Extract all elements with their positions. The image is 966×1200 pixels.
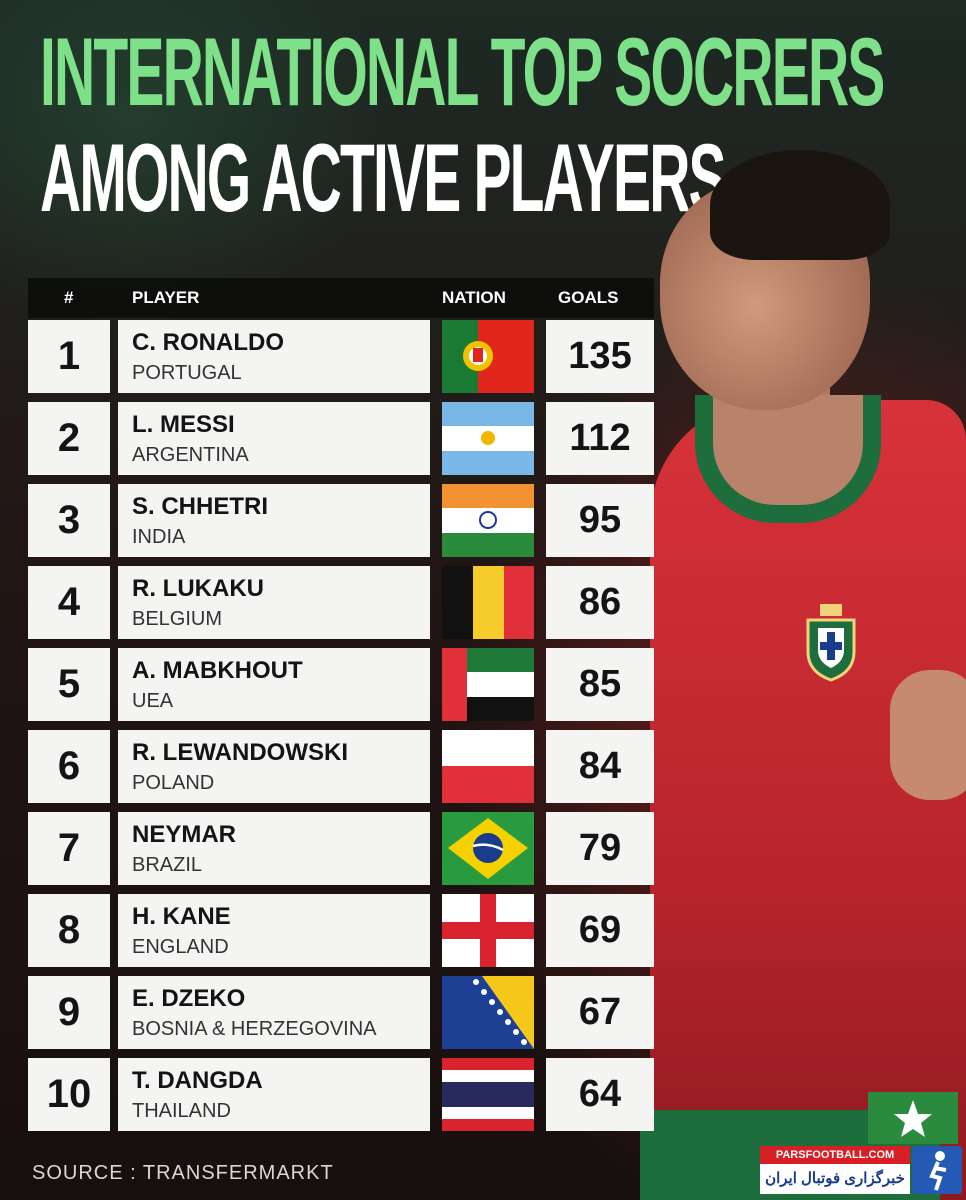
- flag-brazil-icon: [442, 812, 534, 885]
- rank-cell: 4: [28, 566, 110, 639]
- goals-cell: 79: [546, 812, 654, 885]
- table-row: 8 H. KANE ENGLAND 69: [28, 894, 654, 967]
- table-row: 10 T. DANGDA THAILAND 64: [28, 1058, 654, 1131]
- player-nation: BOSNIA & HERZEGOVINA: [132, 1018, 377, 1040]
- player-name: S. CHHETRI: [132, 493, 269, 520]
- title-line-2: AMONG ACTIVE PLAYERS: [40, 125, 727, 233]
- header-nation: NATION: [442, 288, 506, 307]
- goals-cell: 135: [546, 320, 654, 393]
- rank-cell: 6: [28, 730, 110, 803]
- header-goals: GOALS: [558, 288, 619, 307]
- flag-belgium-icon: [442, 566, 534, 639]
- table-header: # PLAYER NATION GOALS: [28, 278, 654, 318]
- table-row: 3 S. CHHETRI INDIA 95: [28, 484, 654, 557]
- player-arm: [890, 670, 966, 800]
- rank-cell: 7: [28, 812, 110, 885]
- header-rank: #: [64, 288, 74, 307]
- player-name: R. LUKAKU: [132, 575, 264, 602]
- flag-india-icon: [442, 484, 534, 557]
- rank-cell: 8: [28, 894, 110, 967]
- player-nation: POLAND: [132, 772, 215, 794]
- runner-icon: [912, 1146, 962, 1194]
- table-row: 4 R. LUKAKU BELGIUM 86: [28, 566, 654, 639]
- player-nation: PORTUGAL: [132, 362, 242, 384]
- player-cell: NEYMAR BRAZIL: [118, 812, 430, 885]
- table-row: 2 L. MESSI ARGENTINA 112: [28, 402, 654, 475]
- flag-thailand-icon: [442, 1058, 534, 1131]
- flag-portugal-icon: [442, 320, 534, 393]
- player-nation: ENGLAND: [132, 936, 229, 958]
- goals-cell: 67: [546, 976, 654, 1049]
- player-nation: ARGENTINA: [132, 444, 249, 466]
- flag-uae-icon: [442, 648, 534, 721]
- player-name: NEYMAR: [132, 821, 237, 848]
- player-cell: R. LUKAKU BELGIUM: [118, 566, 430, 639]
- goals-cell: 64: [546, 1058, 654, 1131]
- table-row: 9 E. DZEKO BOSNIA & HERZEGOVINA 67: [28, 976, 654, 1049]
- rank-cell: 10: [28, 1058, 110, 1131]
- player-nation: THAILAND: [132, 1100, 231, 1122]
- logo-domain: PARSFOOTBALL.COM: [760, 1146, 910, 1164]
- star-icon: [868, 1092, 958, 1144]
- player-cell: C. RONALDO PORTUGAL: [118, 320, 430, 393]
- player-cell: E. DZEKO BOSNIA & HERZEGOVINA: [118, 976, 430, 1049]
- player-hair: [710, 150, 890, 260]
- player-cell: S. CHHETRI INDIA: [118, 484, 430, 557]
- player-nation: BRAZIL: [132, 854, 203, 876]
- player-cell: A. MABKHOUT UEA: [118, 648, 430, 721]
- goals-cell: 86: [546, 566, 654, 639]
- title-line-1: INTERNATIONAL TOP SOCRERS: [40, 19, 885, 127]
- goals-cell: 69: [546, 894, 654, 967]
- player-cell: T. DANGDA THAILAND: [118, 1058, 430, 1131]
- player-name: E. DZEKO: [132, 985, 246, 1012]
- player-cell: L. MESSI ARGENTINA: [118, 402, 430, 475]
- goals-cell: 84: [546, 730, 654, 803]
- scorers-table: 1 C. RONALDO PORTUGAL 135 2 L. MESSI ARG…: [28, 320, 654, 1140]
- player-cell: R. LEWANDOWSKI POLAND: [118, 730, 430, 803]
- source-credit: SOURCE : TRANSFERMARKT: [32, 1162, 334, 1184]
- player-jersey: [650, 400, 966, 1200]
- player-name: T. DANGDA: [132, 1067, 263, 1094]
- goals-cell: 85: [546, 648, 654, 721]
- rank-cell: 5: [28, 648, 110, 721]
- player-name: C. RONALDO: [132, 329, 284, 356]
- player-nation: UEA: [132, 690, 174, 712]
- rank-cell: 2: [28, 402, 110, 475]
- flag-argentina-icon: [442, 402, 534, 475]
- goals-cell: 112: [546, 402, 654, 475]
- player-name: L. MESSI: [132, 411, 235, 438]
- flag-poland-icon: [442, 730, 534, 803]
- rank-cell: 1: [28, 320, 110, 393]
- player-photo: [640, 150, 966, 1200]
- table-row: 6 R. LEWANDOWSKI POLAND 84: [28, 730, 654, 803]
- player-nation: INDIA: [132, 526, 186, 548]
- table-row: 7 NEYMAR BRAZIL 79: [28, 812, 654, 885]
- table-row: 1 C. RONALDO PORTUGAL 135: [28, 320, 654, 393]
- goals-cell: 95: [546, 484, 654, 557]
- rank-cell: 3: [28, 484, 110, 557]
- player-name: R. LEWANDOWSKI: [132, 739, 348, 766]
- player-nation: BELGIUM: [132, 608, 223, 630]
- parsfootball-logo: PARSFOOTBALL.COM خبرگزاری فوتبال ایران: [760, 1146, 964, 1196]
- flag-bosnia-icon: [442, 976, 534, 1049]
- rank-cell: 9: [28, 976, 110, 1049]
- flag-england-icon: [442, 894, 534, 967]
- portugal-crest-icon: [806, 604, 856, 682]
- header-player: PLAYER: [132, 288, 200, 307]
- player-cell: H. KANE ENGLAND: [118, 894, 430, 967]
- table-row: 5 A. MABKHOUT UEA 85: [28, 648, 654, 721]
- logo-tagline: خبرگزاری فوتبال ایران: [760, 1164, 910, 1194]
- player-name: H. KANE: [132, 903, 231, 930]
- player-name: A. MABKHOUT: [132, 657, 303, 684]
